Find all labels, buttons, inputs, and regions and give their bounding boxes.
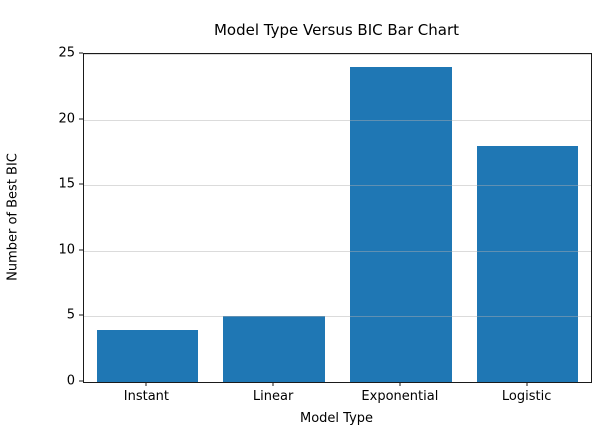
- x-tick-mark-linear: [272, 382, 274, 386]
- y-tick-mark-25: [79, 52, 83, 54]
- plot-area: [83, 53, 592, 383]
- x-tick-label-instant: Instant: [123, 389, 169, 404]
- y-tick-mark-0: [79, 380, 83, 382]
- bar-linear: [223, 316, 325, 382]
- bar-exponential: [350, 67, 452, 382]
- x-axis-label: Model Type: [299, 411, 374, 426]
- chart-title: Model Type Versus BIC Bar Chart: [213, 21, 460, 39]
- bars-layer: [84, 54, 591, 382]
- x-tick-label-logistic: Logistic: [501, 389, 552, 404]
- bar-logistic: [476, 145, 579, 382]
- y-tick-label-25: 25: [58, 45, 75, 61]
- x-tick-labels: Instant Linear Exponential Logistic: [83, 382, 590, 412]
- y-tick-mark-10: [79, 249, 83, 251]
- y-tick-mark-20: [79, 118, 83, 120]
- y-tick-label-5: 5: [66, 307, 75, 323]
- x-tick-mark-exponential: [399, 382, 401, 386]
- y-tick-label-15: 15: [58, 176, 75, 192]
- x-tick-label-linear: Linear: [252, 389, 294, 404]
- bar-instant: [96, 329, 199, 382]
- y-tick-label-0: 0: [66, 373, 75, 389]
- x-tick-mark-logistic: [526, 382, 528, 386]
- y-tick-label-10: 10: [58, 242, 75, 258]
- y-tick-labels: 0 5 10 15 20 25: [0, 47, 75, 388]
- y-tick-label-20: 20: [58, 111, 75, 127]
- y-tick-mark-5: [79, 314, 83, 316]
- y-tick-marks: [79, 52, 83, 382]
- x-tick-label-exponential: Exponential: [361, 389, 439, 404]
- x-tick-mark-instant: [145, 382, 147, 386]
- y-tick-mark-15: [79, 183, 83, 185]
